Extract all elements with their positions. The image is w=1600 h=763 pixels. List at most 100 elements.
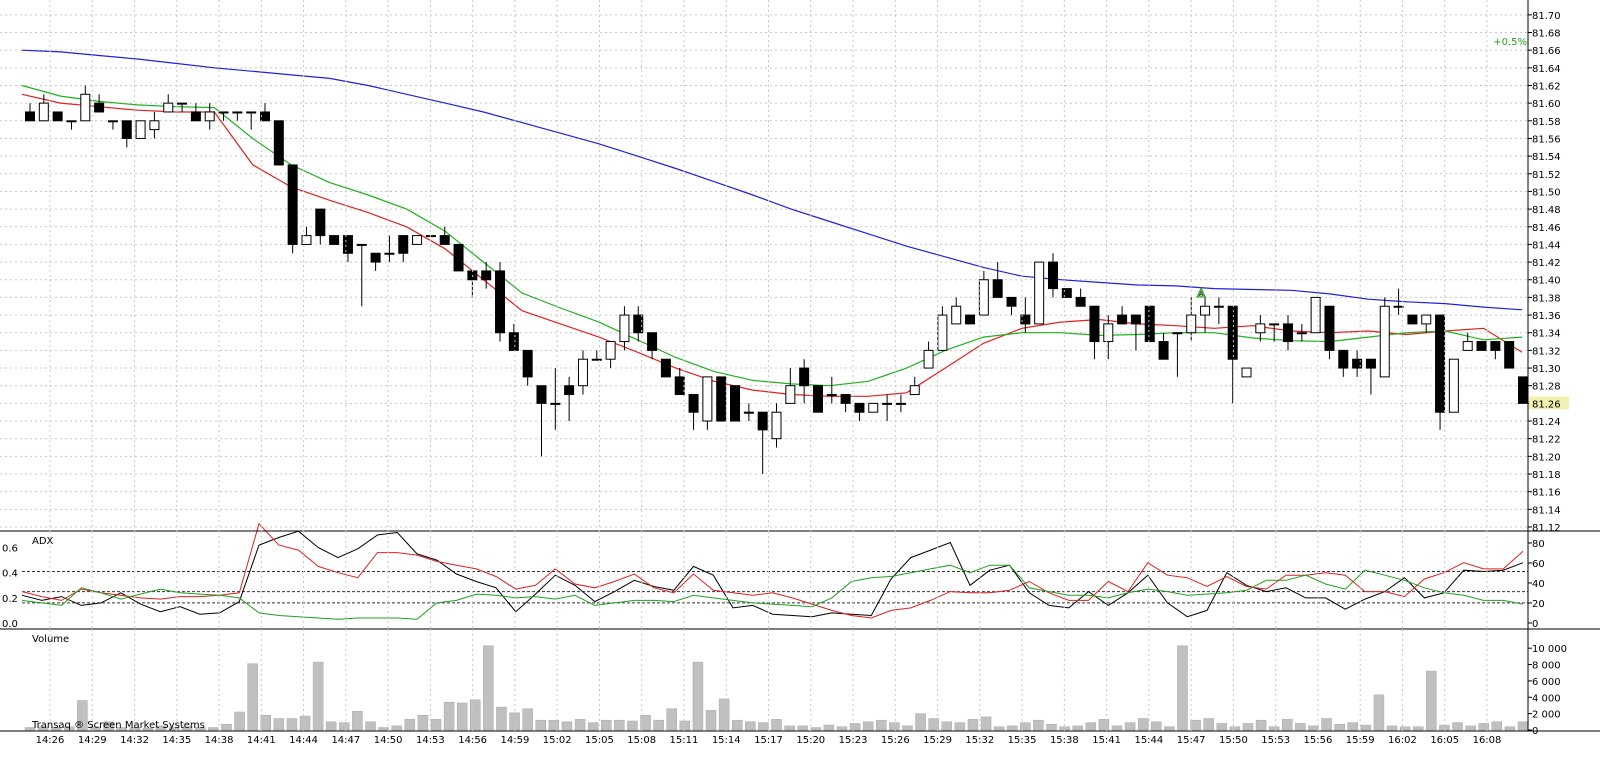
candle-up <box>1462 341 1473 351</box>
candle-up <box>895 402 906 405</box>
candle-down <box>1435 314 1446 413</box>
x-tick-label: 15:23 <box>839 735 868 746</box>
volume-bar <box>941 721 953 731</box>
x-tick-label: 14:32 <box>120 735 149 746</box>
candle-up <box>356 243 367 246</box>
candle-down <box>439 235 450 245</box>
y-tick-label: 81.58 <box>1532 117 1561 128</box>
candle-down <box>25 111 35 122</box>
candle-down <box>1476 341 1487 351</box>
y-tick-label: 81.42 <box>1532 258 1561 269</box>
y-tick-label: 81.30 <box>1532 364 1561 375</box>
candle-up <box>1296 332 1307 335</box>
candle-down <box>329 235 340 245</box>
volume-bar <box>443 701 455 731</box>
candle-down <box>1130 314 1141 325</box>
moving-average-line <box>21 93 1523 397</box>
candle-up <box>1269 323 1280 326</box>
volume-bar <box>731 719 743 731</box>
volume-bar <box>496 706 507 731</box>
y-tick-label: 81.56 <box>1532 134 1561 145</box>
volume-bar <box>1373 694 1385 731</box>
volume-bar <box>168 727 180 731</box>
y-tick-label: 81.36 <box>1532 311 1561 322</box>
volume-bar <box>286 718 298 731</box>
y-tick-label: 81.68 <box>1532 28 1561 39</box>
candle-down <box>52 111 63 122</box>
x-tick-label: 14:38 <box>205 735 234 746</box>
volume-bar <box>64 726 75 731</box>
candle-down <box>633 314 644 334</box>
candle-up <box>743 411 754 414</box>
volume-bar <box>1020 722 1031 731</box>
volume-bar <box>221 724 232 731</box>
volume-bar <box>666 708 677 731</box>
candle-down <box>1047 261 1058 290</box>
moving-average-line <box>21 49 1523 311</box>
candle-down <box>370 252 381 263</box>
candle-down <box>315 208 326 237</box>
volume-bar <box>234 711 245 731</box>
adx-right-tick-label: 40 <box>1532 579 1545 590</box>
volume-bar <box>181 726 193 731</box>
volume-tick-label: 6 000 <box>1532 677 1561 688</box>
y-tick-label: 81.34 <box>1532 329 1561 340</box>
y-tick-label: 81.46 <box>1532 223 1561 234</box>
volume-bar <box>325 721 337 731</box>
y-tick-label: 81.70 <box>1532 11 1561 22</box>
volume-bar <box>1347 722 1358 731</box>
x-tick-label: 15:20 <box>796 735 825 746</box>
volume-bar <box>1033 719 1044 731</box>
candle-up <box>204 111 215 122</box>
candle-down <box>716 376 727 422</box>
x-tick-label: 14:35 <box>162 735 191 746</box>
x-tick-label: 15:17 <box>754 735 783 746</box>
x-tick-label: 14:56 <box>458 735 487 746</box>
candle-up <box>591 358 602 361</box>
candle-up <box>246 111 257 114</box>
candle-down <box>508 332 519 351</box>
volume-bar <box>954 722 966 731</box>
volume-bar <box>862 721 874 731</box>
adx-right-tick-label: 20 <box>1532 599 1545 610</box>
candle-down <box>536 385 547 404</box>
volume-bar <box>574 719 586 731</box>
change-label: +0.5% <box>1493 37 1527 48</box>
volume-bar <box>195 727 206 731</box>
adx-title: ADX <box>32 536 54 547</box>
volume-bar <box>312 661 324 731</box>
volume-bar <box>1203 718 1214 731</box>
volume-bar <box>1308 725 1319 731</box>
volume-bar <box>37 726 49 731</box>
adx-left-tick-label: 0.0 <box>2 619 18 630</box>
x-tick-label: 15:56 <box>1304 735 1333 746</box>
candle-down <box>1504 341 1515 369</box>
volume-bar <box>1465 725 1476 731</box>
volume-bar <box>679 720 691 731</box>
volume-bar <box>247 663 258 731</box>
volume-bar <box>1124 722 1136 731</box>
volume-bar <box>1452 722 1463 731</box>
y-tick-label: 81.22 <box>1532 435 1561 446</box>
x-tick-label: 15:08 <box>627 735 656 746</box>
volume-bar <box>1334 724 1345 731</box>
y-tick-label: 81.18 <box>1532 470 1561 481</box>
volume-bar <box>993 726 1005 731</box>
adx-right-tick-label: 0 <box>1532 619 1538 630</box>
candle-up <box>425 235 436 238</box>
volume-bar <box>535 719 547 731</box>
x-tick-label: 15:50 <box>1219 735 1248 746</box>
adx-right-tick-label: 60 <box>1532 559 1545 570</box>
x-tick-label: 15:14 <box>712 735 741 746</box>
y-tick-label: 81.32 <box>1532 346 1561 357</box>
candle-down <box>1144 305 1155 343</box>
volume-bar <box>849 723 861 731</box>
y-tick-label: 81.62 <box>1532 81 1561 92</box>
volume-bar <box>1216 723 1228 731</box>
candle-up <box>577 358 588 387</box>
volume-bar <box>1229 726 1241 731</box>
volume-bar <box>273 718 285 731</box>
y-tick-label: 81.20 <box>1532 452 1561 463</box>
